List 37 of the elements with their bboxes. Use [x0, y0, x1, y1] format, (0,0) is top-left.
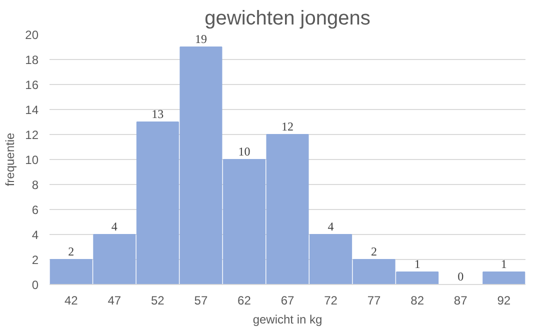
data-label: 19: [194, 32, 207, 46]
x-tick-label: 62: [238, 294, 252, 308]
data-label: 12: [282, 120, 294, 134]
y-tick-label: 6: [32, 203, 39, 217]
y-tick-label: 10: [25, 153, 39, 167]
data-label: 13: [152, 107, 164, 121]
y-axis-title: frequentie: [3, 132, 18, 186]
x-tick-label: 52: [151, 294, 165, 308]
data-label: 2: [371, 244, 378, 258]
data-label: 0: [458, 270, 464, 284]
x-tick-label: 82: [410, 294, 424, 308]
y-tick-label: 0: [32, 278, 39, 292]
data-label: 4: [328, 220, 334, 234]
data-label: 4: [111, 220, 118, 234]
x-tick-label: 72: [324, 294, 338, 308]
bar: [482, 272, 526, 284]
x-axis-title: gewicht in kg: [252, 312, 322, 326]
data-label: 2: [68, 244, 74, 258]
y-tick-label: 14: [25, 103, 39, 117]
x-tick-label: 57: [194, 294, 208, 308]
data-label: 1: [500, 257, 507, 271]
x-tick-label: 47: [108, 294, 122, 308]
data-label: 1: [414, 257, 420, 271]
x-tick-label: 67: [280, 294, 294, 308]
y-tick-label: 12: [25, 128, 39, 142]
y-tick-label: 4: [32, 228, 39, 242]
data-label: 10: [238, 144, 250, 158]
y-tick-label: 18: [25, 53, 39, 67]
y-tick-label: 2: [32, 253, 39, 267]
y-tick-label: 16: [25, 78, 39, 92]
x-tick-label: 77: [367, 294, 382, 308]
chart-title: gewichten jongens: [204, 8, 370, 30]
x-tick-label: 42: [64, 294, 78, 308]
x-tick-label: 92: [497, 294, 511, 308]
y-tick-label: 20: [25, 28, 39, 42]
x-tick-label: 87: [454, 294, 468, 308]
y-tick-label: 8: [32, 178, 39, 192]
